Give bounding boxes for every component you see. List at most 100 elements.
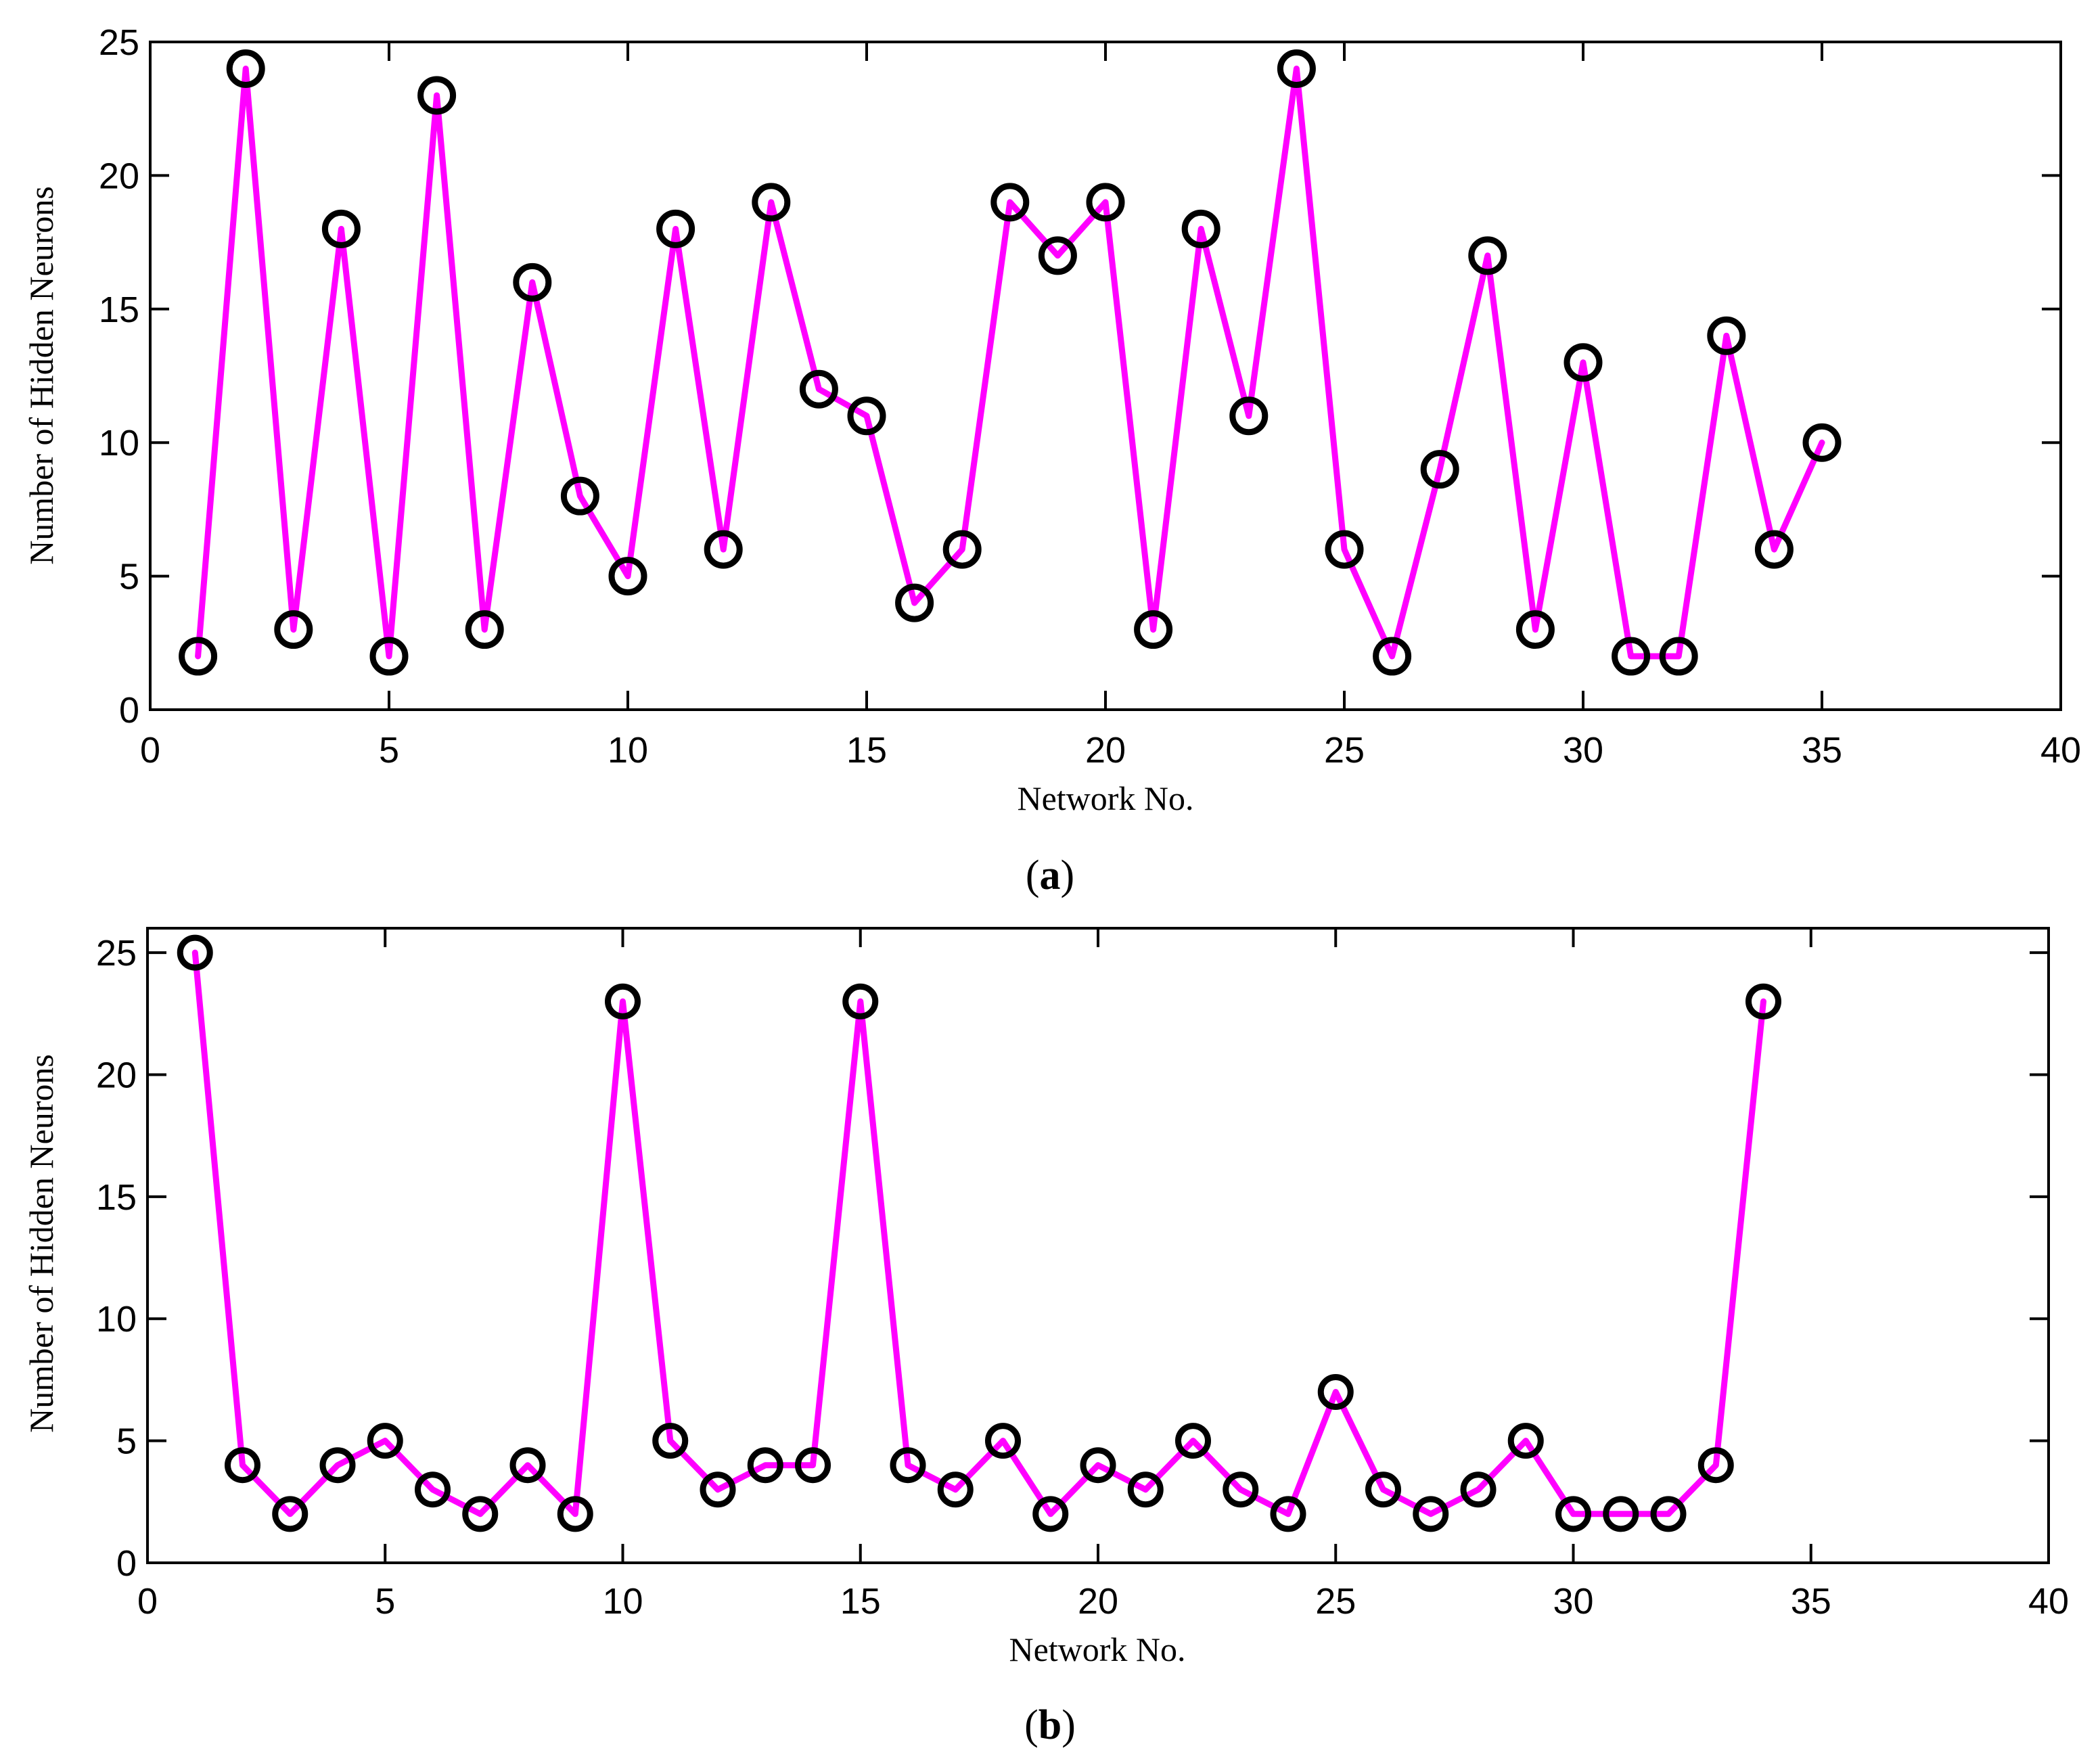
data-point-marker [1555,1496,1591,1532]
x-axis-title-a: Network No. [1017,779,1193,817]
data-point-marker [465,610,504,649]
x-tick-label: 35 [1791,1581,1831,1622]
data-point-marker [1659,637,1698,676]
data-point-marker [1277,49,1316,88]
data-point-marker [1365,1471,1401,1508]
data-point-marker [225,1447,260,1484]
data-point-marker [1603,1496,1639,1532]
y-tick-label: 20 [99,156,139,196]
data-point-marker [1697,1447,1734,1484]
data-point-marker [179,637,218,676]
y-tick-label: 5 [116,1421,137,1462]
data-point-marker [608,557,647,596]
x-tick-label: 20 [1078,1581,1118,1622]
x-tick-label: 5 [375,1581,395,1622]
series-line-b [191,949,1766,1517]
data-point-marker [752,183,791,222]
x-tick-label: 15 [840,1581,881,1622]
panel-label-a-close: ) [1061,852,1075,898]
chart-panel-b: 0 5 10 15 20 25 0 5 10 15 20 25 30 35 40 Number of Hi… [22,927,2069,1748]
y-tick-label: 5 [119,557,139,597]
data-point-marker [1413,1496,1449,1532]
data-point-marker [1650,1496,1687,1532]
x-tick-label: 40 [2028,1581,2069,1622]
data-point-marker [652,1423,689,1459]
x-tick-label: 0 [137,1581,158,1622]
panel-label-a: (a) [1026,852,1074,898]
data-point-marker [795,1447,831,1484]
data-point-marker [1460,1471,1497,1508]
x-tick-label: 5 [379,730,399,771]
panel-label-a-open: ( [1026,852,1040,898]
data-point-marker [513,262,552,302]
data-point-marker [1181,209,1220,248]
data-point-marker [369,637,409,676]
data-point-marker [937,1471,974,1508]
y-tick-label: 25 [99,22,139,63]
data-point-marker [656,209,695,248]
series-line-a [195,66,1825,660]
data-point-marker [226,49,265,88]
y-tick-label: 10 [96,1299,137,1340]
x-tick-label: 0 [140,730,160,771]
x-tick-label: 15 [846,730,887,771]
data-point-marker [462,1496,499,1532]
data-point-marker [319,1447,356,1484]
data-point-marker [1134,610,1173,649]
x-tick-label: 10 [608,730,648,771]
data-point-marker [1080,1447,1116,1484]
data-point-marker [1468,236,1507,275]
y-tick-label: 10 [99,423,139,463]
data-point-marker [1325,530,1364,569]
panel-label-b-close: ) [1062,1702,1076,1748]
data-point-marker [1270,1496,1306,1532]
data-point-marker [990,183,1030,222]
data-point-marker [557,1496,593,1532]
y-tick-label: 25 [96,933,137,974]
x-tick-label: 30 [1553,1581,1593,1622]
data-point-marker [799,369,838,409]
panel-label-a-letter: a [1040,852,1061,898]
data-point-marker [1373,637,1412,676]
data-point-marker [704,530,743,569]
y-tick-label: 0 [116,1543,137,1584]
data-point-marker [1745,983,1781,1020]
y-axis-title-a: Number of Hidden Neurons [22,186,60,565]
y-ticks-b: 0 5 10 15 20 25 [96,933,2049,1584]
data-point-marker [274,610,313,649]
panel-label-b: (b) [1024,1702,1076,1748]
data-point-marker [847,396,886,436]
data-point-marker [890,1447,926,1484]
data-point-marker [985,1423,1021,1459]
data-point-marker [747,1447,783,1484]
data-point-marker [1032,1496,1069,1532]
panel-label-b-letter: b [1038,1702,1062,1748]
data-point-marker [509,1447,546,1484]
series-a [179,49,1842,676]
data-point-marker [272,1496,309,1532]
series-b [177,934,1781,1532]
data-point-marker [942,530,982,569]
x-ticks-a: 0 5 10 15 20 25 30 35 40 [140,42,2081,771]
y-tick-label: 0 [119,690,139,731]
data-point-marker [1086,183,1125,222]
data-point-marker [1229,396,1269,436]
data-point-marker [1507,1423,1544,1459]
x-tick-label: 30 [1563,730,1603,771]
x-tick-label: 20 [1085,730,1126,771]
data-point-marker [1612,637,1651,676]
data-point-marker [700,1471,736,1508]
data-point-marker [1563,343,1603,382]
data-point-marker [1127,1471,1164,1508]
data-point-marker [1038,236,1077,275]
data-point-marker [842,983,879,1020]
data-point-marker [560,476,599,516]
data-point-marker [895,583,934,622]
x-tick-label: 25 [1324,730,1365,771]
data-point-marker [1420,450,1459,489]
y-tick-label: 15 [99,290,139,330]
data-point-marker [1754,530,1794,569]
plot-frame-a [149,41,2062,711]
y-tick-label: 15 [96,1177,137,1218]
